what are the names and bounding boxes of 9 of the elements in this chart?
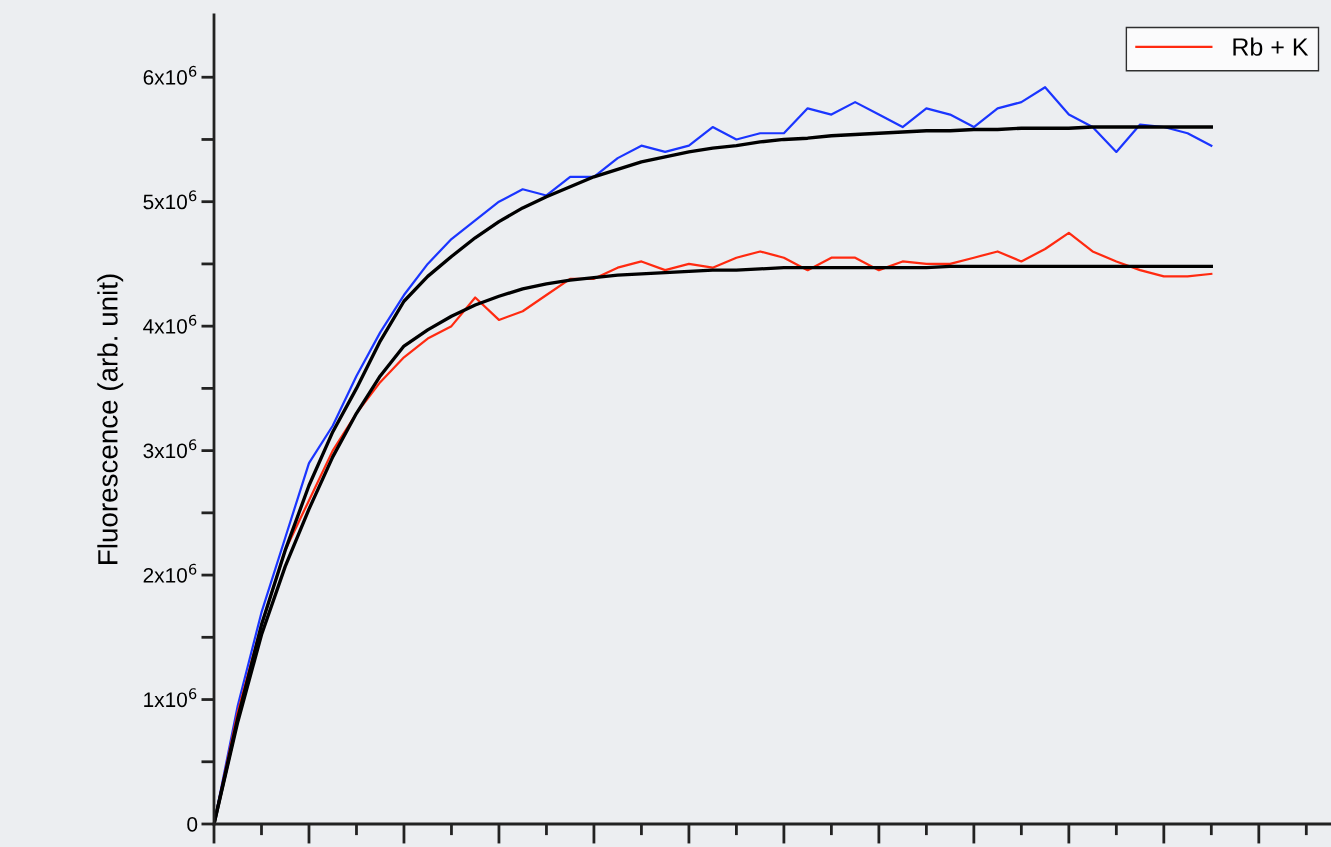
y-tick-label: 2x10$^{6}$: [143, 563, 197, 583]
y-tick-label: 0: [187, 817, 198, 832]
legend-label: Rb + K: [1233, 37, 1309, 56]
y-tick-label: 6x10$^{6}$: [143, 65, 197, 85]
y-tick-label: 3x10$^{6}$: [143, 439, 197, 459]
y-axis-title: Fluorescence (arb. unit): [97, 274, 124, 564]
y-tick-label: 5x10$^{6}$: [143, 190, 197, 210]
y-tick-label: 4x10$^{6}$: [143, 314, 197, 334]
y-tick-label: 1x10$^{6}$: [144, 688, 197, 708]
